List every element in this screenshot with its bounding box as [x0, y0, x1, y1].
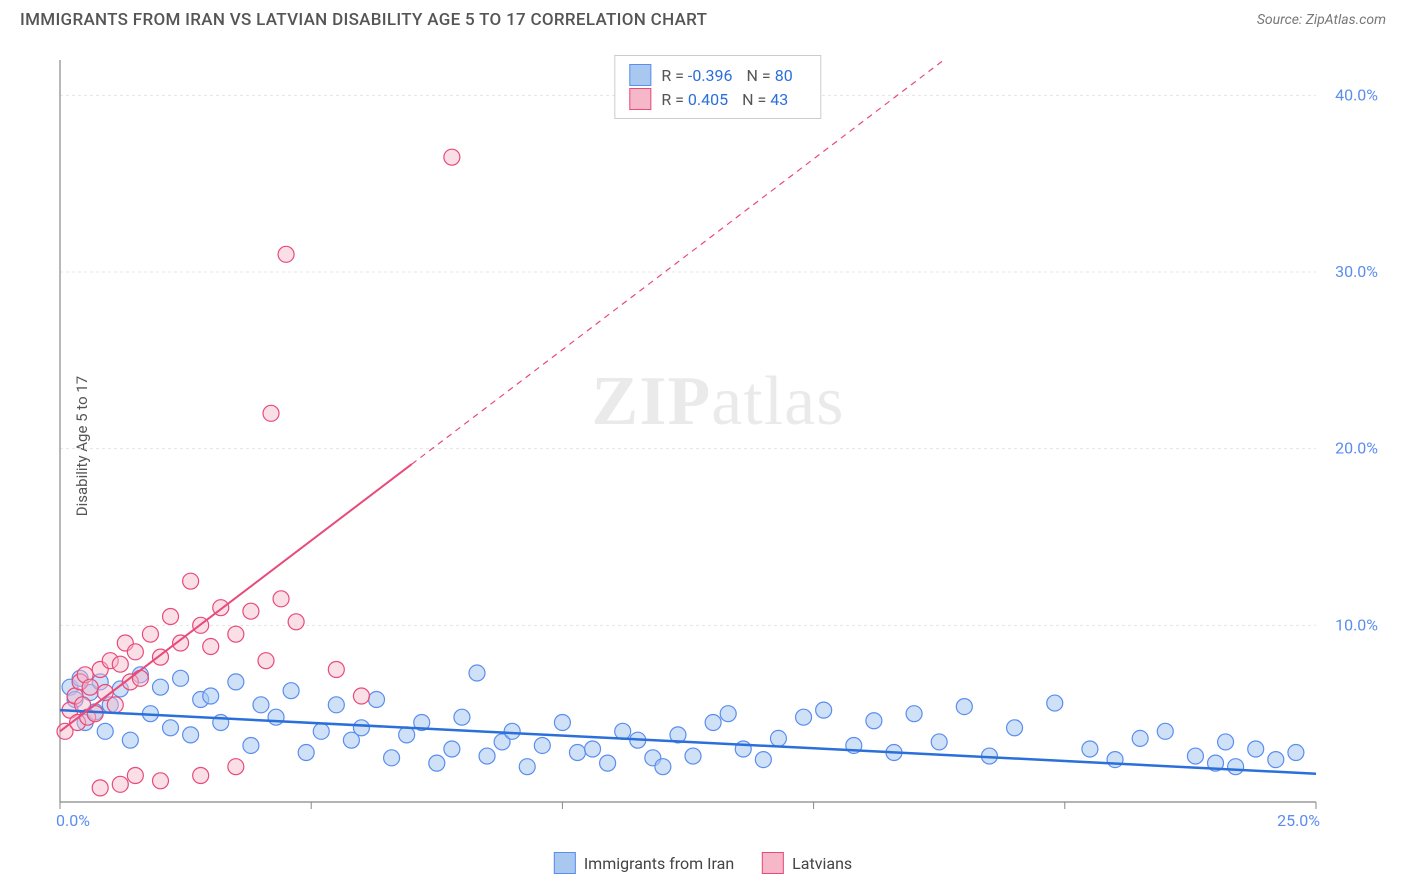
title-bar: IMMIGRANTS FROM IRAN VS LATVIAN DISABILI… [0, 0, 1406, 36]
legend-swatch [629, 88, 651, 110]
legend-item: Immigrants from Iran [554, 852, 734, 874]
svg-text:25.0%: 25.0% [1277, 811, 1320, 830]
series-legend: Immigrants from Iran Latvians [554, 852, 852, 874]
svg-text:20.0%: 20.0% [1335, 439, 1378, 458]
legend-swatch [762, 852, 784, 874]
scatter-chart: 10.0% 20.0% 30.0% 40.0% 0.0% 25.0% [50, 50, 1386, 832]
svg-text:0.0%: 0.0% [56, 811, 90, 830]
svg-text:10.0%: 10.0% [1335, 615, 1378, 634]
source-label: Source: ZipAtlas.com [1257, 12, 1386, 28]
legend-label: Latvians [792, 854, 852, 873]
correlation-legend: R =-0.396N =80R =0.405N =43 [614, 55, 821, 119]
legend-item: Latvians [762, 852, 852, 874]
legend-stat-row: R =-0.396N =80 [629, 64, 806, 86]
svg-text:40.0%: 40.0% [1335, 85, 1378, 104]
chart-area: 10.0%20.0%30.0%40.0%0.0%25.0% ZIPatlas R… [50, 50, 1386, 832]
legend-stat-row: R =0.405N =43 [629, 88, 806, 110]
svg-text:30.0%: 30.0% [1335, 262, 1378, 281]
legend-swatch [629, 64, 651, 86]
legend-label: Immigrants from Iran [584, 854, 734, 873]
chart-title: IMMIGRANTS FROM IRAN VS LATVIAN DISABILI… [20, 10, 707, 30]
legend-swatch [554, 852, 576, 874]
